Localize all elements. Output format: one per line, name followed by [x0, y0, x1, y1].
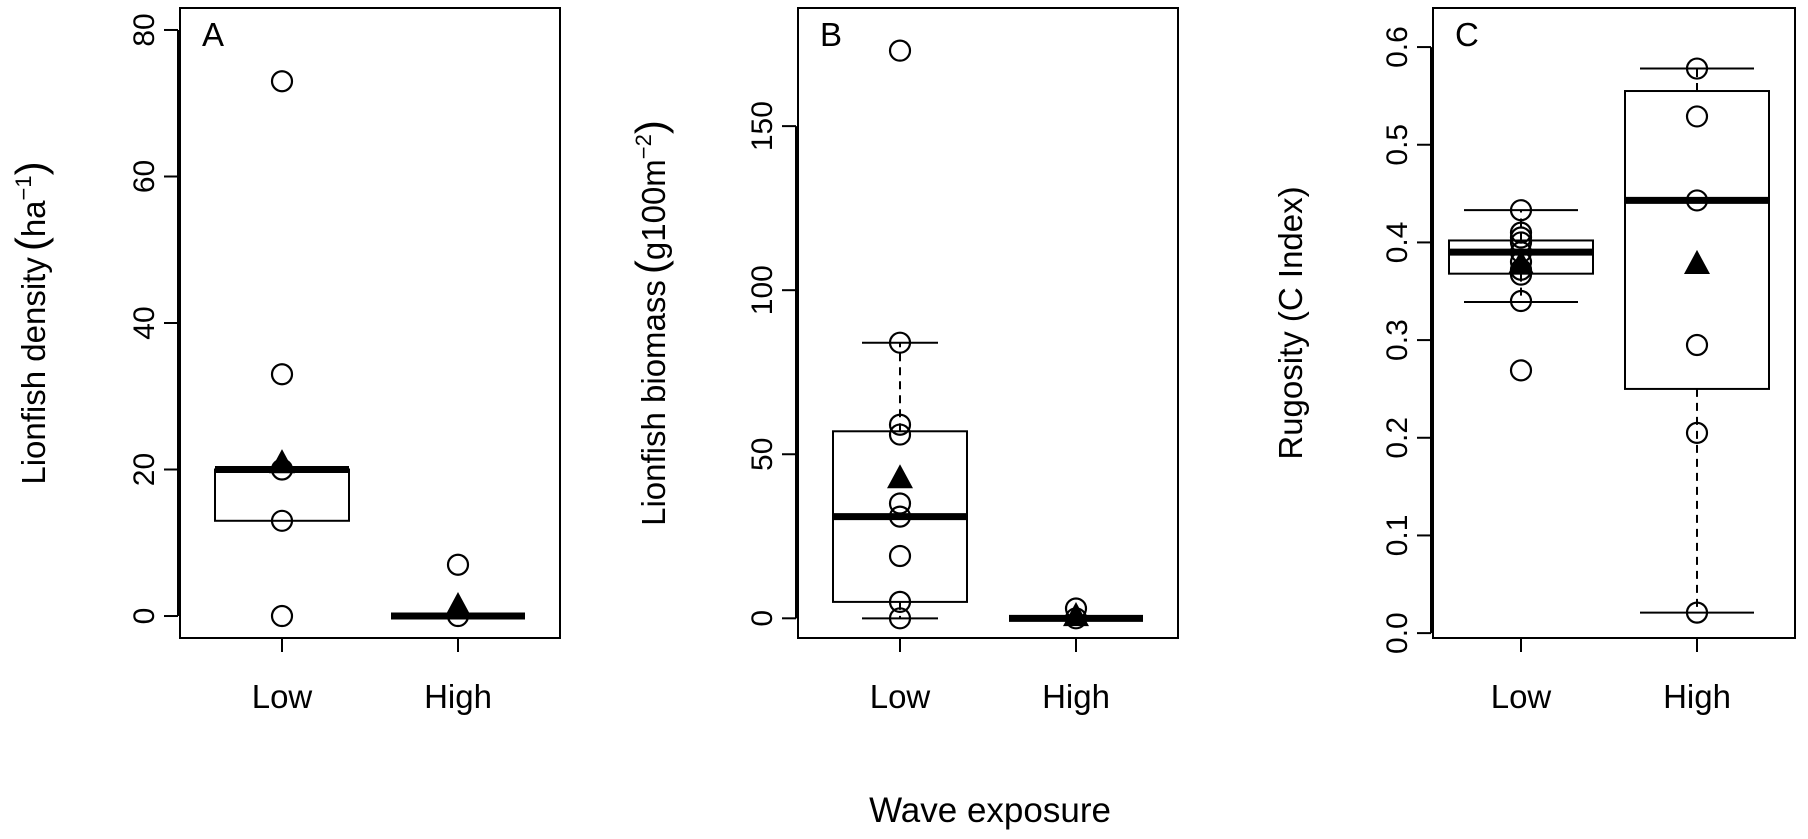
data-point	[270, 363, 294, 386]
x-category-label: High	[1663, 678, 1731, 715]
data-point	[888, 607, 912, 630]
y-axis-label: Rugosity (C Index)	[1272, 186, 1309, 459]
y-tick-label: 80	[128, 13, 161, 46]
x-category-label: Low	[1491, 678, 1552, 715]
data-point	[1509, 199, 1533, 222]
data-point	[1509, 289, 1533, 313]
data-point	[888, 492, 912, 515]
y-tick-label: 0.1	[1381, 515, 1414, 557]
mean-marker	[1508, 249, 1534, 274]
y-axis-label-paren: (	[627, 260, 674, 274]
data-point	[270, 70, 294, 93]
y-tick-label: 0.3	[1381, 319, 1414, 361]
y-axis-label-paren: (	[7, 237, 54, 251]
y-axis-label-unit: ha	[15, 200, 52, 237]
y-axis-label-unit: g100m	[635, 159, 672, 260]
data-point	[1685, 189, 1709, 212]
panel-label: B	[820, 16, 842, 53]
y-tick-label: 0.6	[1381, 26, 1414, 68]
data-point	[1509, 359, 1533, 382]
y-axis-label-text: Lionfish biomass	[635, 280, 672, 526]
mean-marker	[1063, 602, 1089, 627]
data-point	[888, 505, 912, 528]
data-point	[270, 604, 294, 628]
y-tick-label: 60	[128, 160, 161, 193]
data-point	[270, 509, 294, 532]
y-tick-label: 0.0	[1381, 612, 1414, 654]
y-axis-label-paren: )	[627, 120, 674, 134]
mean-marker	[445, 592, 471, 617]
data-point	[888, 331, 912, 354]
y-tick-label: 150	[746, 101, 779, 151]
y-tick-label: 0	[128, 608, 161, 625]
data-point	[1685, 105, 1709, 128]
plot-frame-A	[179, 7, 561, 639]
y-tick-label: 50	[746, 438, 779, 471]
mean-marker	[1684, 249, 1710, 274]
data-point	[888, 423, 912, 446]
y-axis-label-paren: )	[7, 161, 54, 175]
y-tick-label: 100	[746, 265, 779, 315]
x-category-label: Low	[870, 678, 931, 715]
box-high	[1624, 90, 1770, 390]
plot-frame-C	[1432, 7, 1796, 639]
y-tick-label: 40	[128, 306, 161, 339]
y-tick-label: 0.5	[1381, 124, 1414, 166]
mean-marker	[269, 449, 295, 474]
data-point	[888, 544, 912, 568]
y-tick-label: 0.2	[1381, 417, 1414, 459]
y-axis-label: Lionfish biomass (g100m−2)	[627, 120, 674, 526]
mean-marker	[887, 464, 913, 489]
y-axis-label: Lionfish density (ha−1)	[7, 161, 54, 484]
x-category-label: High	[424, 678, 492, 715]
data-point	[1509, 226, 1533, 249]
y-tick-label: 20	[128, 453, 161, 486]
data-point	[1685, 421, 1709, 444]
data-point	[446, 553, 470, 576]
x-axis-title: Wave exposure	[869, 791, 1111, 830]
y-tick-label: 0	[746, 610, 779, 627]
y-axis-label-unit-exponent: −1	[11, 175, 36, 200]
y-axis-label-unit-exponent: −2	[631, 134, 656, 159]
data-point	[888, 413, 912, 436]
x-category-label: High	[1042, 678, 1110, 715]
panel-label: A	[202, 16, 224, 53]
y-axis-label-text: Rugosity (C Index)	[1272, 186, 1309, 459]
data-point	[888, 590, 912, 614]
data-point	[888, 39, 912, 62]
y-tick-label: 0.4	[1381, 222, 1414, 264]
y-axis-label-text: Lionfish density	[15, 257, 52, 485]
box-low	[214, 468, 350, 522]
plot-frame-B	[797, 7, 1179, 639]
data-point	[1685, 57, 1709, 80]
x-category-label: Low	[252, 678, 313, 715]
panel-label: C	[1455, 16, 1479, 53]
data-point	[1685, 333, 1709, 357]
data-point	[1685, 601, 1709, 624]
